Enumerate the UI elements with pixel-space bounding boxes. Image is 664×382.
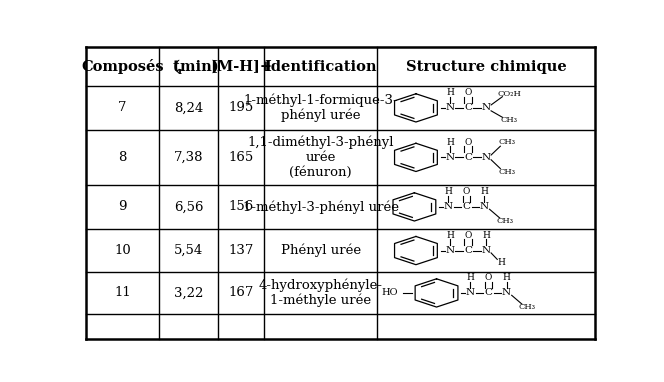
Text: O: O: [464, 138, 471, 147]
Text: CH₃: CH₃: [501, 116, 518, 124]
Text: Phényl urée: Phényl urée: [281, 244, 361, 257]
Text: N: N: [481, 104, 491, 112]
Text: N: N: [446, 104, 454, 112]
Text: CH₃: CH₃: [519, 303, 536, 311]
Text: CH₃: CH₃: [498, 167, 515, 175]
Text: t: t: [173, 60, 179, 73]
Text: O: O: [464, 231, 471, 240]
Text: C: C: [464, 153, 472, 162]
Text: H: H: [497, 258, 505, 267]
Text: 3,22: 3,22: [174, 286, 203, 299]
Text: N: N: [481, 246, 491, 255]
Text: 167: 167: [228, 286, 254, 299]
Text: C: C: [464, 104, 472, 112]
Text: 1-méthyl-1-formique-3-
phényl urée: 1-méthyl-1-formique-3- phényl urée: [244, 93, 398, 122]
Text: 195: 195: [228, 101, 254, 114]
Text: N: N: [444, 202, 453, 211]
Text: 8: 8: [118, 151, 127, 164]
Text: CH₃: CH₃: [497, 217, 513, 225]
Text: HO: HO: [381, 288, 398, 298]
Text: 10: 10: [114, 244, 131, 257]
Text: H: H: [467, 273, 475, 282]
Text: H: H: [503, 273, 511, 282]
Text: N: N: [446, 246, 454, 255]
Text: 11: 11: [114, 286, 131, 299]
Text: H: H: [446, 88, 454, 97]
Text: O: O: [464, 88, 471, 97]
Text: Structure chimique: Structure chimique: [406, 60, 566, 73]
Text: 7: 7: [118, 101, 127, 114]
Text: N: N: [481, 153, 491, 162]
Text: H: H: [481, 187, 488, 196]
Text: 1,1-diméthyl-3-phényl
urée
(fénuron): 1,1-diméthyl-3-phényl urée (fénuron): [248, 136, 394, 179]
Text: H: H: [444, 187, 452, 196]
Text: 137: 137: [228, 244, 254, 257]
Text: H: H: [446, 138, 454, 147]
Text: Identification: Identification: [264, 60, 377, 73]
Text: r: r: [178, 67, 183, 76]
Text: 165: 165: [228, 151, 254, 164]
Text: (min): (min): [169, 60, 219, 73]
Text: C: C: [485, 288, 493, 298]
Text: O: O: [485, 273, 492, 282]
Text: O: O: [463, 187, 470, 196]
Text: 8,24: 8,24: [174, 101, 203, 114]
Text: 1-méthyl-3-phényl urée: 1-méthyl-3-phényl urée: [243, 200, 399, 214]
Text: 6,56: 6,56: [174, 201, 203, 214]
Text: CO₂H: CO₂H: [497, 90, 521, 98]
Text: C: C: [464, 246, 472, 255]
Text: CH₃: CH₃: [498, 138, 515, 146]
Text: 5,54: 5,54: [174, 244, 203, 257]
Text: 7,38: 7,38: [174, 151, 203, 164]
Text: C: C: [462, 202, 470, 211]
Text: H: H: [482, 231, 490, 240]
Text: N: N: [480, 202, 489, 211]
Text: N: N: [446, 153, 454, 162]
Text: H: H: [446, 231, 454, 240]
Text: 9: 9: [118, 201, 127, 214]
Text: 156: 156: [228, 201, 254, 214]
Text: [M-H]+: [M-H]+: [210, 60, 272, 73]
Text: N: N: [502, 288, 511, 298]
Text: Composés: Composés: [81, 59, 164, 74]
Text: N: N: [466, 288, 475, 298]
Text: 4-hydroxyphényle-
1-méthyle urée: 4-hydroxyphényle- 1-méthyle urée: [259, 278, 382, 308]
